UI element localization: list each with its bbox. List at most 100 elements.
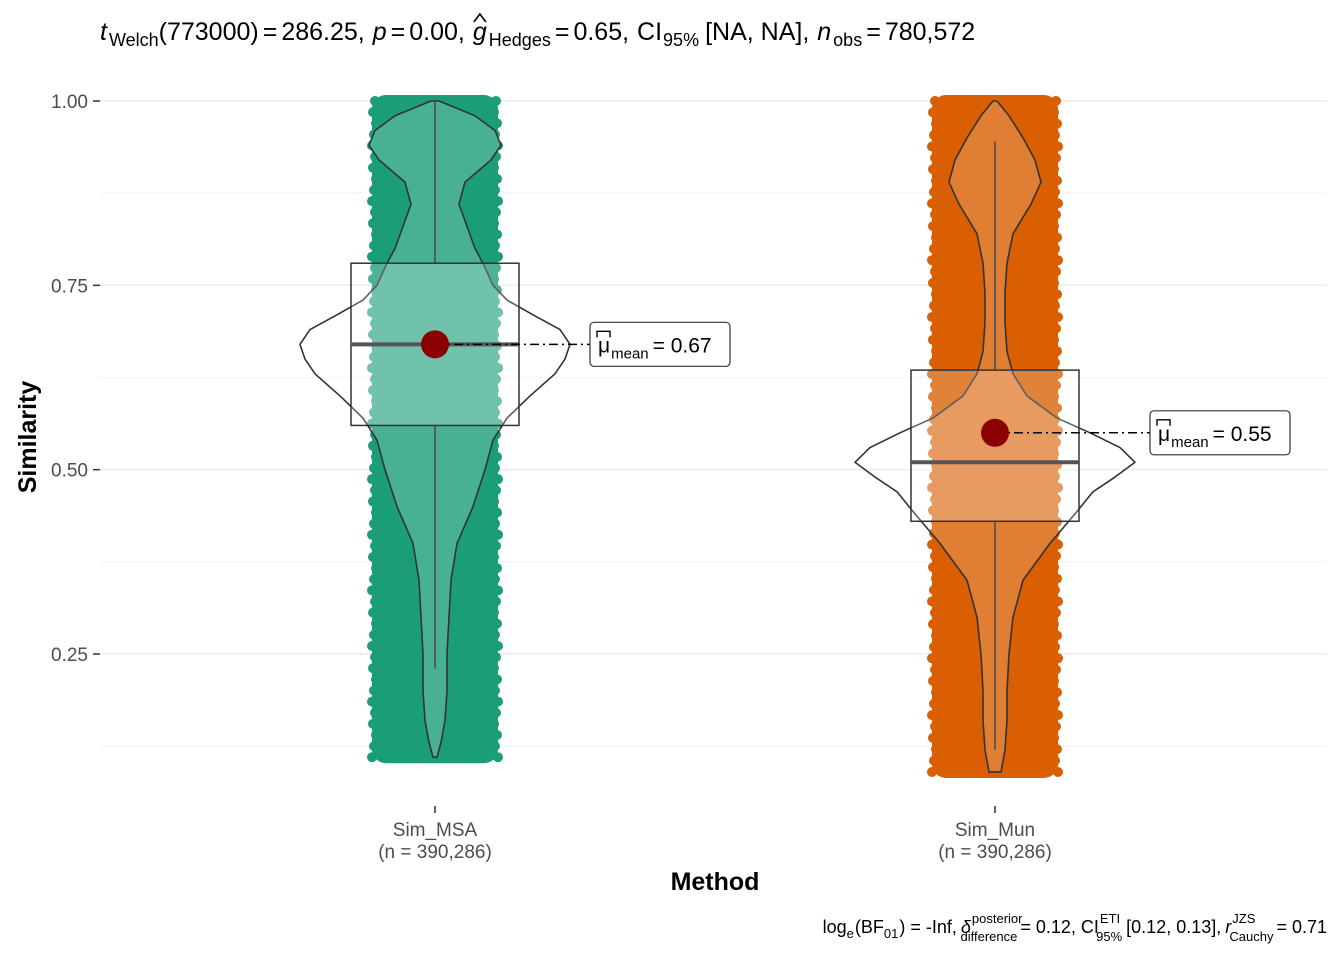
title-g-sub: Hedges [489, 30, 551, 50]
jitter-point [368, 607, 378, 618]
jitter-point [1049, 732, 1059, 743]
jitter-point [368, 329, 378, 340]
jitter-point [1051, 607, 1061, 618]
caption-delta-sup: posterior [972, 911, 1023, 926]
jitter-point [928, 448, 938, 459]
jitter-point [492, 173, 502, 184]
jitter-point [928, 277, 938, 288]
jitter-point [1053, 766, 1063, 777]
jitter-point [1051, 323, 1061, 334]
caption-ci-sub: 95% [1096, 929, 1122, 944]
jitter-point [1053, 198, 1063, 209]
jitter-point [489, 496, 499, 507]
jitter-point [927, 766, 937, 777]
mean-label-sub: mean [611, 345, 649, 362]
jitter-point [1050, 471, 1060, 482]
jitter-point [931, 118, 941, 129]
jitter-point [1053, 312, 1063, 323]
mean-label-value: = 0.55 [1213, 423, 1272, 446]
jitter-point [930, 721, 940, 732]
mean-point [981, 418, 1009, 447]
jitter-point [931, 573, 941, 584]
jitter-point [490, 184, 500, 195]
title-df: (773000) [159, 18, 259, 46]
x-tick-n-label: (n = 390,286) [938, 842, 1052, 863]
group-Sim_MSA: μmean = 0.67 [299, 95, 731, 764]
jitter-point [370, 262, 380, 273]
jitter-point [490, 629, 500, 640]
jitter-point [928, 619, 938, 630]
jitter-point [491, 374, 501, 385]
jitter-point [1052, 573, 1062, 584]
mean-label-box [1149, 410, 1291, 456]
caption-bf-sub: 01 [884, 926, 898, 941]
jitter-point [1050, 755, 1060, 766]
title-g-hat [473, 12, 487, 23]
jitter-point [371, 285, 381, 296]
jitter-point [927, 482, 937, 493]
jitter-point [929, 414, 939, 425]
jitter-point [929, 243, 939, 254]
mean-label-hat [596, 330, 611, 338]
jitter-point [369, 184, 379, 195]
title-g-value: 0.65, [573, 18, 629, 46]
jitter-point [930, 266, 940, 277]
jitter-point [931, 346, 941, 357]
jitter-point [368, 107, 378, 118]
jitter-point [929, 186, 939, 197]
jitter-point [492, 507, 502, 518]
jitter-point [928, 164, 938, 175]
group-Sim_Mun: μmean = 0.55 [854, 95, 1291, 778]
jitter-point [370, 96, 380, 106]
jitter-point [493, 307, 503, 318]
x-tick-n-label: (n = 390,286) [378, 842, 492, 863]
jitter-point [931, 744, 941, 755]
jitter-point [491, 262, 501, 273]
jitter-point [1049, 277, 1059, 288]
jitter-point [492, 396, 502, 407]
jitter-point [1049, 448, 1059, 459]
title-p-symbol: p [372, 18, 387, 46]
jitter-point [490, 240, 500, 251]
jitter-point [1053, 596, 1063, 607]
jitter-point [1049, 619, 1059, 630]
jitter-point [930, 152, 940, 163]
jitter-point [491, 652, 501, 663]
mean-label-mu: μ [1158, 423, 1170, 446]
jitter-point [1051, 380, 1061, 391]
jitter-point [929, 130, 939, 141]
x-axis-title: Method [671, 868, 760, 896]
jitter-point [1052, 346, 1062, 357]
jitter-point [927, 596, 937, 607]
jitter-point [367, 696, 377, 707]
jitter-point [491, 540, 501, 551]
jitter-point [1053, 710, 1063, 721]
caption-delta-sub: difference [960, 929, 1017, 944]
jitter-point [1053, 141, 1063, 152]
jitter-point [1052, 687, 1062, 698]
caption-bf-value: ) = -Inf, [899, 917, 957, 937]
jitter-point [1051, 721, 1061, 732]
jitter-point [1050, 698, 1060, 709]
jitter-point [493, 251, 503, 262]
title-t-symbol: t [100, 18, 108, 46]
jitter-point [930, 607, 940, 618]
jitter-point [491, 207, 501, 218]
jitter-point [927, 141, 937, 152]
jitter-point [370, 652, 380, 663]
grid-lines [100, 100, 1327, 747]
mean-label: μmean = 0.55 [1149, 410, 1291, 456]
jitter-point [489, 607, 499, 618]
jitter-point [929, 471, 939, 482]
jitter-point [490, 296, 500, 307]
jitter-point [368, 496, 378, 507]
jitter-point [367, 529, 377, 540]
jitter-point [368, 552, 378, 563]
caption-r-sup: JZS [1232, 911, 1255, 926]
caption-r: r [1225, 917, 1232, 937]
jitter-point [367, 196, 377, 207]
jitter-point [492, 729, 502, 740]
jitter-point [491, 707, 501, 718]
jitter-point [490, 463, 500, 474]
jitter-point [931, 630, 941, 641]
